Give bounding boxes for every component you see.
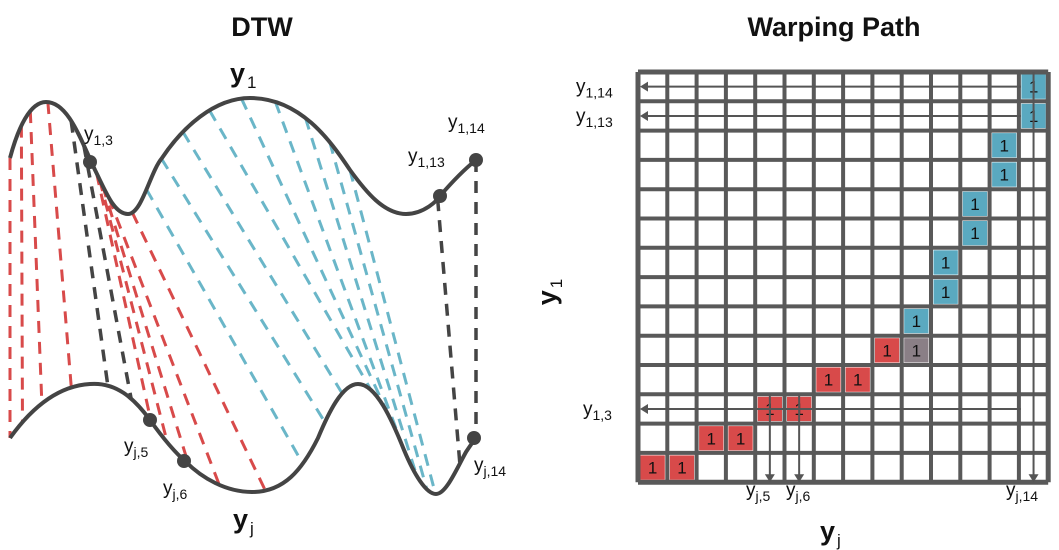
point-y13 bbox=[83, 155, 97, 169]
row-index-label: y1,14 bbox=[576, 77, 613, 101]
path-cell-value: 1 bbox=[941, 283, 950, 302]
col-index-label: yj,5 bbox=[746, 480, 771, 504]
alignment-line bbox=[46, 101, 73, 388]
row-index-label: y1,3 bbox=[583, 399, 612, 423]
alignment-line bbox=[304, 117, 419, 477]
path-cell-value: 1 bbox=[882, 341, 891, 360]
matched-points bbox=[83, 153, 483, 468]
path-cell bbox=[845, 367, 870, 392]
path-cell bbox=[962, 221, 988, 246]
path-cell bbox=[962, 191, 988, 216]
row-index-label: y1,13 bbox=[576, 106, 613, 130]
path-cell bbox=[669, 455, 695, 480]
index-arrows bbox=[640, 72, 1039, 483]
index-labels: y1,14 y1,13 y1,3 yj,5 yj,6 yj,14 bbox=[576, 77, 1038, 504]
label-y13: y1,3 bbox=[84, 124, 113, 148]
path-cell-value: 1 bbox=[853, 371, 862, 390]
alignment-line bbox=[145, 188, 305, 465]
alignment-line bbox=[328, 141, 429, 490]
path-cell bbox=[933, 279, 958, 304]
alignment-line bbox=[95, 172, 153, 422]
arrow-head bbox=[640, 81, 648, 92]
alignment-line bbox=[98, 179, 169, 444]
arrow-head bbox=[794, 474, 805, 483]
arrow-head bbox=[1028, 474, 1039, 483]
alignment-line bbox=[107, 197, 221, 486]
label-y114: y1,14 bbox=[448, 112, 485, 136]
y-axis-label: y1 bbox=[532, 279, 566, 306]
path-cell bbox=[904, 338, 929, 363]
path-cell-value: 1 bbox=[970, 195, 979, 214]
path-cell bbox=[992, 133, 1017, 158]
path-cell bbox=[992, 162, 1017, 187]
path-cell-value: 1 bbox=[736, 429, 745, 448]
arrow-head bbox=[640, 110, 648, 121]
label-yj5: yj,5 bbox=[124, 436, 149, 460]
path-cell bbox=[816, 367, 841, 392]
dtw-title: DTW bbox=[231, 12, 293, 42]
alignment-line bbox=[240, 97, 392, 419]
alignment-line bbox=[130, 211, 267, 492]
alignment-lines bbox=[8, 97, 478, 495]
point-y113 bbox=[433, 189, 447, 203]
alignment-line bbox=[28, 110, 44, 404]
path-cell-value: 1 bbox=[648, 459, 657, 478]
path-cell bbox=[640, 455, 665, 480]
path-cell bbox=[904, 308, 929, 334]
alignment-line bbox=[435, 199, 462, 464]
path-cell-value: 1 bbox=[912, 312, 921, 331]
path-cell-value: 1 bbox=[824, 371, 833, 390]
alignment-line bbox=[160, 157, 327, 423]
point-yj5 bbox=[143, 413, 157, 427]
path-cell bbox=[728, 426, 753, 451]
alignment-line bbox=[19, 125, 24, 423]
warping-path-title: Warping Path bbox=[748, 12, 921, 42]
alignment-line bbox=[101, 185, 191, 465]
label-y113: y1,13 bbox=[408, 146, 445, 170]
path-cell-value: 1 bbox=[1000, 136, 1009, 155]
path-cell bbox=[874, 338, 900, 363]
warping-path-panel: Warping Path 1111111111111111111 y1,14y1… bbox=[532, 12, 1051, 550]
path-cell-value: 1 bbox=[912, 341, 921, 360]
point-yj14 bbox=[467, 431, 481, 445]
point-y114 bbox=[469, 153, 483, 167]
path-cell-value: 1 bbox=[970, 224, 979, 243]
alignment-line bbox=[208, 109, 373, 391]
path-cell-value: 1 bbox=[941, 253, 950, 272]
arrow-head bbox=[764, 474, 775, 483]
alignment-line bbox=[69, 120, 110, 386]
path-cell-value: 1 bbox=[707, 429, 716, 448]
path-cell bbox=[699, 426, 724, 451]
arrow-head bbox=[640, 403, 648, 414]
path-cell-value: 1 bbox=[677, 459, 686, 478]
alignment-line bbox=[181, 131, 344, 395]
top-series-curve bbox=[8, 95, 478, 217]
col-index-label: yj,14 bbox=[1006, 480, 1038, 504]
col-index-label: yj,6 bbox=[786, 480, 811, 504]
alignment-line bbox=[348, 169, 437, 495]
point-yj6 bbox=[177, 454, 191, 468]
cost-matrix-grid bbox=[635, 69, 1051, 485]
path-cell bbox=[933, 250, 958, 275]
path-cell-value: 1 bbox=[1000, 166, 1009, 185]
label-yj14: yj,14 bbox=[474, 455, 506, 479]
alignment-line bbox=[82, 144, 133, 399]
bottom-series-curve bbox=[8, 381, 478, 497]
label-yj6: yj,6 bbox=[163, 478, 188, 502]
